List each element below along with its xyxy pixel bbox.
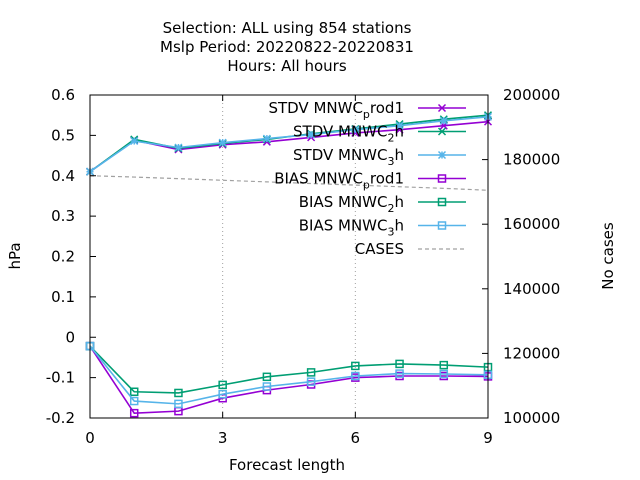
y2-tick-label: 160000 xyxy=(503,215,560,233)
data-point xyxy=(306,368,316,377)
legend-marker xyxy=(437,221,447,230)
data-point xyxy=(395,121,404,130)
data-point xyxy=(262,372,272,382)
data-point xyxy=(395,359,404,369)
legend-marker xyxy=(437,174,447,183)
legend-marker xyxy=(437,127,447,136)
legend-entry: CASES xyxy=(355,240,466,258)
series-line-4 xyxy=(89,345,489,394)
data-point xyxy=(439,116,448,125)
y2-tick-label: 100000 xyxy=(503,409,560,427)
x-tick-label: 9 xyxy=(483,429,493,447)
x-tick-label: 0 xyxy=(85,429,95,447)
legend-entry: BIAS MNWCprod1 xyxy=(274,170,466,192)
data-point xyxy=(262,382,272,391)
y-tick-label: -0.2 xyxy=(46,409,75,427)
legend-marker xyxy=(437,103,447,113)
data-point xyxy=(262,134,271,143)
x-tick-label: 3 xyxy=(218,429,228,447)
legend-label: STDV MNWC3h xyxy=(293,146,404,168)
x-axis-label: Forecast length xyxy=(229,456,345,474)
data-point xyxy=(174,143,183,152)
y-tick-label: 0.4 xyxy=(51,167,75,185)
y2-tick-label: 140000 xyxy=(503,280,560,298)
legend-label: BIAS MNWC2h xyxy=(299,193,404,215)
axis-ticks: 0 3 6 9 0.6 0.5 0.4 0.3 0.2 0.1 0 -0.1 -0.2 200000 180… xyxy=(46,86,561,447)
data-point xyxy=(130,136,139,146)
legend-label: CASES xyxy=(355,240,404,258)
y2-tick-label: 180000 xyxy=(503,151,560,169)
y2-tick-label: 120000 xyxy=(503,344,560,362)
series-line-2 xyxy=(89,116,489,173)
data-point xyxy=(218,389,227,399)
legend-entry: BIAS MNWC3h xyxy=(299,217,466,239)
data-point xyxy=(306,377,316,386)
y-tick-label: 0.5 xyxy=(51,126,75,144)
series-line-3 xyxy=(89,345,489,414)
legend-entry: STDV MNWC2h xyxy=(293,123,466,145)
data-point xyxy=(351,361,360,371)
legend-marker xyxy=(437,150,447,160)
series-line-0 xyxy=(89,120,489,173)
legend-label: STDV MNWC2h xyxy=(293,123,404,145)
title-line: Hours: All hours xyxy=(227,57,346,75)
data-point xyxy=(174,388,183,398)
data-point xyxy=(439,360,449,370)
data-point xyxy=(439,369,449,379)
y-tick-label: 0.1 xyxy=(51,288,75,306)
y-tick-label: 0 xyxy=(65,328,75,346)
y-axis-label: hPa xyxy=(6,242,24,269)
data-point xyxy=(129,408,139,418)
series-line-5 xyxy=(89,345,489,405)
legend-entry: STDV MNWC3h xyxy=(293,146,466,168)
x-tick-label: 6 xyxy=(351,429,361,447)
legend-label: BIAS MNWCprod1 xyxy=(274,170,404,192)
y2-tick-label: 200000 xyxy=(503,86,560,104)
y-tick-label: 0.3 xyxy=(51,207,75,225)
data-point xyxy=(129,396,139,406)
title-line: Selection: ALL using 854 stations xyxy=(163,19,412,37)
data-point xyxy=(351,371,360,381)
data-point xyxy=(218,138,227,147)
legend-entry: BIAS MNWC2h xyxy=(299,193,466,215)
data-point xyxy=(395,369,404,378)
legend-label: BIAS MNWC3h xyxy=(299,217,404,239)
legend-entry: STDV MNWCprod1 xyxy=(268,99,466,121)
data-point xyxy=(307,130,316,139)
data-point xyxy=(351,125,360,134)
data-point xyxy=(218,380,227,390)
y-tick-label: 0.2 xyxy=(51,248,75,266)
y2-axis-label: No cases xyxy=(599,222,617,290)
series-line-6 xyxy=(89,175,489,191)
legend-marker xyxy=(437,197,447,207)
y-tick-label: -0.1 xyxy=(46,369,75,387)
data-point xyxy=(174,399,183,409)
series-lines xyxy=(85,111,493,418)
y-tick-label: 0.6 xyxy=(51,86,75,104)
legend-label: STDV MNWCprod1 xyxy=(268,99,404,121)
title-line: Mslp Period: 20220822-20220831 xyxy=(160,38,414,56)
data-point xyxy=(129,387,139,397)
